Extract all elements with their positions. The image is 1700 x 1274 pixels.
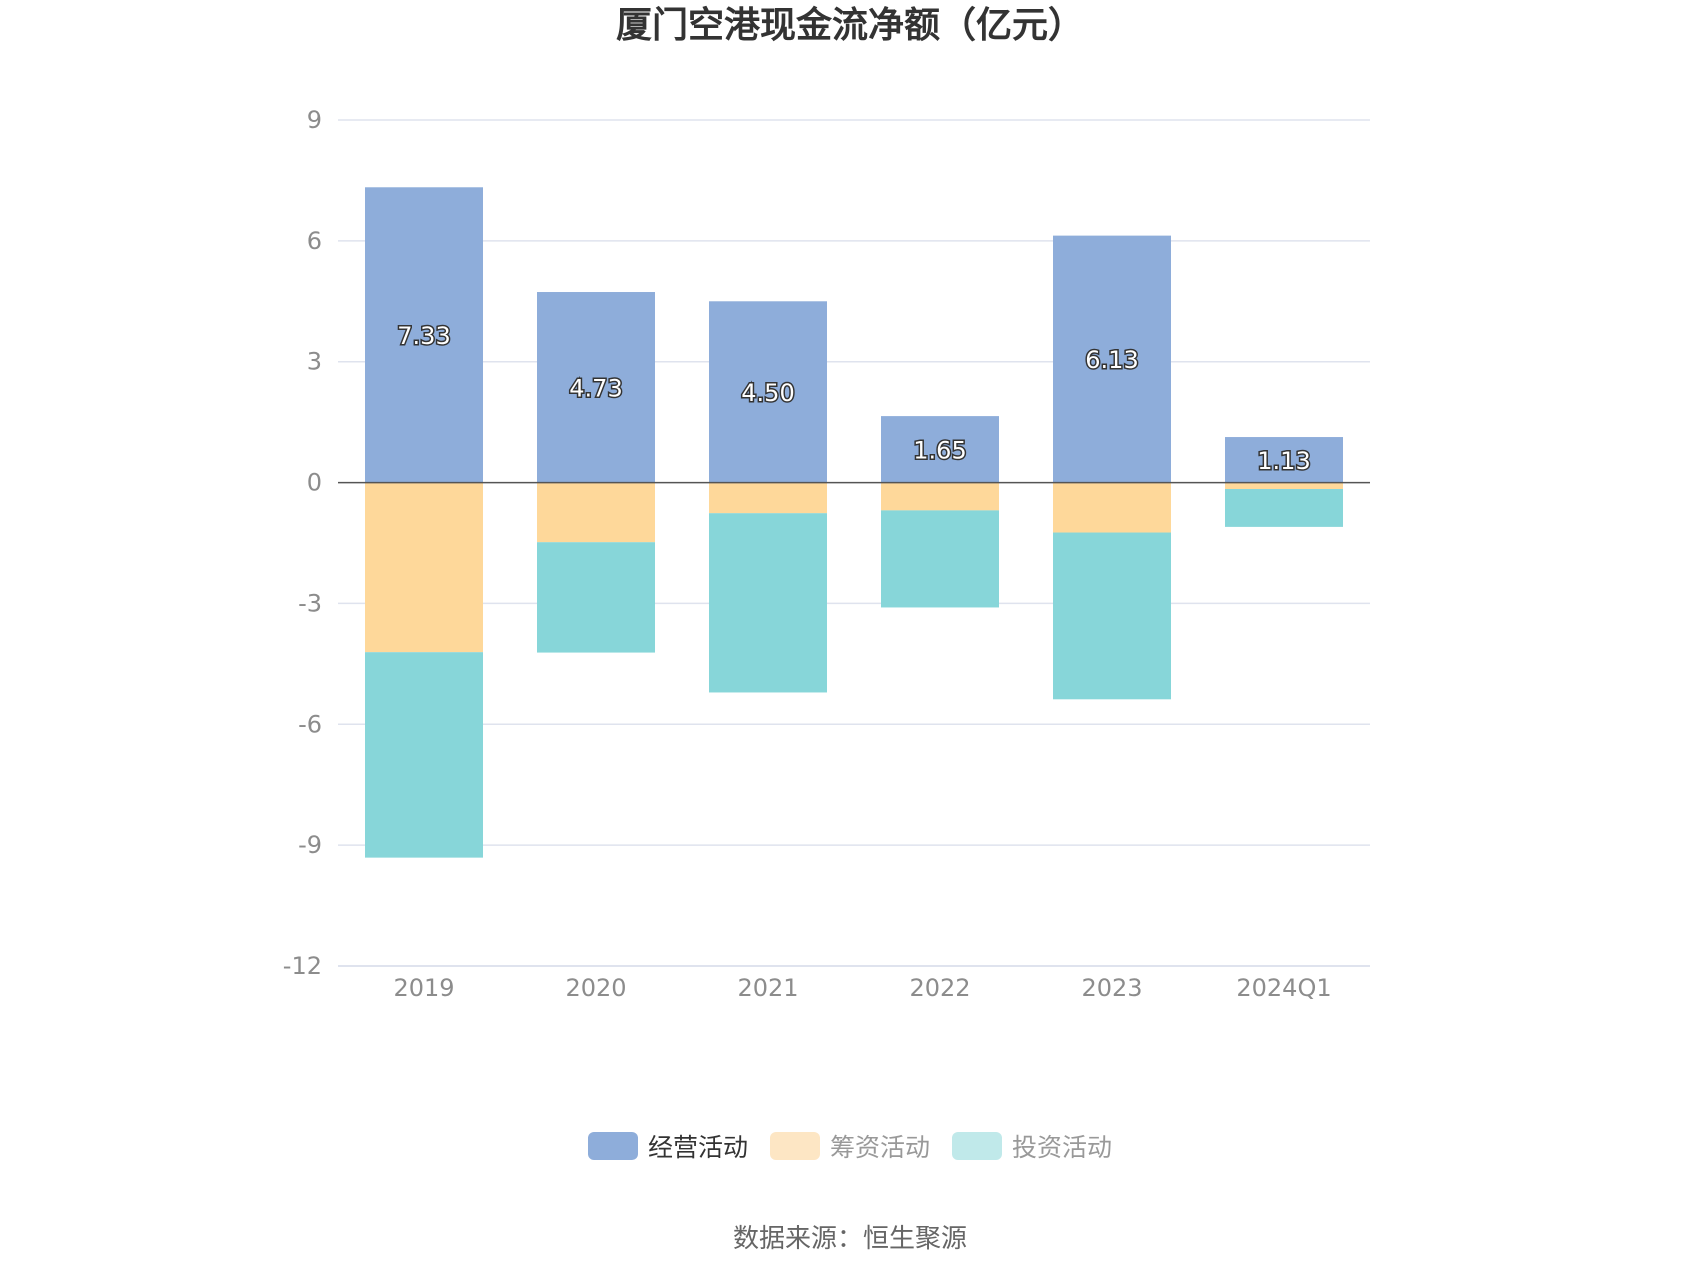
bar-investing-2020 <box>537 542 655 653</box>
bar-value-label: 1.65 <box>913 436 966 464</box>
legend-label-operating: 经营活动 <box>647 1133 748 1162</box>
bar-value-label: 4.50 <box>741 379 794 407</box>
bar-financing-2019 <box>365 482 483 653</box>
y-tick-label: -3 <box>298 589 322 617</box>
y-tick-label: -6 <box>298 710 322 738</box>
legend: 经营活动 筹资活动 投资活动 <box>0 1128 1700 1164</box>
x-tick-label: 2019 <box>393 974 454 1002</box>
bar-operating-2023 <box>1053 235 1171 483</box>
x-tick-label: 2024Q1 <box>1236 974 1331 1002</box>
bar-operating-2020 <box>537 292 655 483</box>
bar-financing-2024Q1 <box>1225 482 1343 490</box>
bar-value-label: 7.33 <box>397 322 450 350</box>
bar-operating-2024Q1 <box>1225 437 1343 483</box>
legend-item-operating[interactable]: 经营活动 <box>587 1128 748 1164</box>
x-tick-label: 2022 <box>909 974 970 1002</box>
bar-financing-2022 <box>881 482 999 511</box>
y-tick-label: 9 <box>307 106 322 134</box>
legend-swatch-financing <box>769 1132 820 1160</box>
bar-investing-2019 <box>365 652 483 858</box>
legend-label-financing: 筹资活动 <box>829 1133 930 1162</box>
y-tick-label: -9 <box>298 831 322 859</box>
bar-operating-2021 <box>709 301 827 483</box>
bar-investing-2021 <box>709 513 827 693</box>
bar-value-label: 1.13 <box>1257 447 1310 475</box>
legend-item-financing[interactable]: 筹资活动 <box>769 1128 930 1164</box>
legend-swatch-operating <box>587 1132 638 1160</box>
legend-item-investing[interactable]: 投资活动 <box>952 1128 1112 1164</box>
data-source: 数据来源：恒生聚源 <box>732 1224 967 1254</box>
y-tick-label: -12 <box>283 952 322 980</box>
x-tick-label: 2020 <box>565 974 626 1002</box>
x-tick-label: 2021 <box>737 974 798 1002</box>
bar-operating-2019 <box>365 187 483 483</box>
y-tick-label: 0 <box>307 469 322 497</box>
x-tick-label: 2023 <box>1081 974 1142 1002</box>
legend-label-investing: 投资活动 <box>1012 1133 1113 1162</box>
bar-financing-2020 <box>537 482 655 543</box>
y-tick-label: 3 <box>307 348 322 376</box>
bar-investing-2024Q1 <box>1225 489 1343 527</box>
bar-value-label: 6.13 <box>1085 346 1138 374</box>
bar-value-label: 4.73 <box>569 374 622 402</box>
bar-investing-2022 <box>881 510 999 608</box>
bar-financing-2023 <box>1053 482 1171 533</box>
bar-financing-2021 <box>709 482 827 514</box>
legend-swatch-investing <box>952 1132 1002 1160</box>
bar-investing-2023 <box>1053 532 1171 700</box>
bar-operating-2022 <box>881 416 999 483</box>
chart-title: 厦门空港现金流净额（亿元） <box>615 5 1084 46</box>
y-tick-label: 6 <box>307 227 322 255</box>
